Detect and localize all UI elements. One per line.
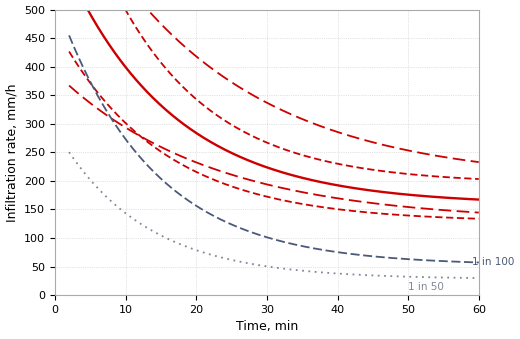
Text: 1 in 50: 1 in 50 bbox=[408, 282, 444, 293]
X-axis label: Time, min: Time, min bbox=[236, 320, 298, 334]
Y-axis label: Infiltration rate, mm/h: Infiltration rate, mm/h bbox=[6, 83, 19, 222]
Text: 1 in 100: 1 in 100 bbox=[472, 257, 514, 267]
